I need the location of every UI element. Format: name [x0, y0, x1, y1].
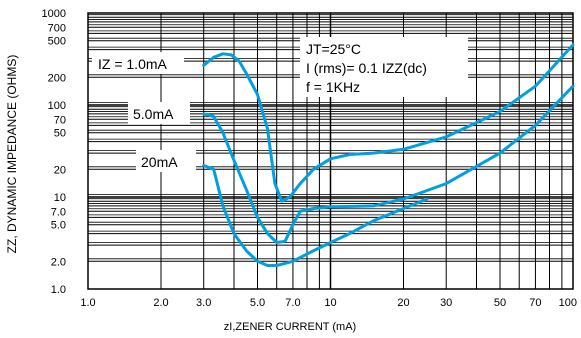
impedance-curves: [202, 43, 575, 267]
x-tick-label: 100: [559, 297, 577, 309]
x-tick-label: 7.0: [285, 297, 300, 309]
y-axis-title: ZZ, DYNAMIC IMPEDANCE (OHMS): [5, 55, 19, 254]
y-tick-label: 1000: [42, 8, 66, 20]
condition-current: I (rms)= 0.1 IZZ(dc): [306, 60, 427, 76]
y-tick-label: 70: [54, 114, 66, 126]
y-tick-label: 50: [54, 128, 66, 140]
y-tick-label: 7.0: [51, 206, 66, 218]
x-tick-label: 70: [529, 297, 541, 309]
x-tick-label: 5.0: [250, 297, 265, 309]
y-tick-label: 1.0: [51, 284, 66, 296]
condition-frequency: f = 1KHz: [306, 79, 360, 95]
x-tick-labels: 1.0 2.0 3.0 5.0 7.0 10 20 30 50 70 100: [80, 297, 577, 309]
x-tick-label: 1.0: [80, 297, 95, 309]
x-tick-label: 10: [324, 297, 336, 309]
curve-label-5ma-box: [128, 102, 190, 124]
x-tick-label: 50: [494, 297, 506, 309]
x-tick-label: 30: [440, 297, 452, 309]
x-tick-label: 2.0: [153, 297, 168, 309]
y-tick-label: 500: [48, 36, 66, 48]
x-axis-title: zI,ZENER CURRENT (mA): [224, 321, 356, 333]
y-tick-label: 700: [48, 22, 66, 34]
plot-frame: [87, 12, 574, 290]
curve-label-1ma-box: [92, 52, 184, 74]
conditions-box: [300, 37, 468, 97]
condition-temperature: JT=25°C: [306, 41, 361, 57]
series-line-0: [202, 43, 575, 203]
y-tick-label: 2.0: [51, 256, 66, 268]
y-tick-label: 200: [48, 72, 66, 84]
series-line-2: [202, 164, 429, 267]
y-tick-label: 10: [54, 192, 66, 204]
curve-label-5ma: 5.0mA: [133, 106, 174, 122]
series-line-1: [202, 84, 575, 244]
curve-label-20ma: 20mA: [141, 154, 178, 170]
curve-label-20ma-box: [136, 150, 196, 172]
x-tick-label: 3.0: [196, 297, 211, 309]
curve-label-1ma: IZ = 1.0mA: [98, 56, 168, 72]
y-tick-label: 100: [48, 100, 66, 112]
y-tick-label: 20: [54, 164, 66, 176]
y-tick-labels: 1000 700 500 200 100 70 50 20 10 7.0 5.0 2.0 1.0: [42, 8, 66, 296]
x-tick-label: 20: [397, 297, 409, 309]
y-tick-label: 5.0: [51, 220, 66, 232]
